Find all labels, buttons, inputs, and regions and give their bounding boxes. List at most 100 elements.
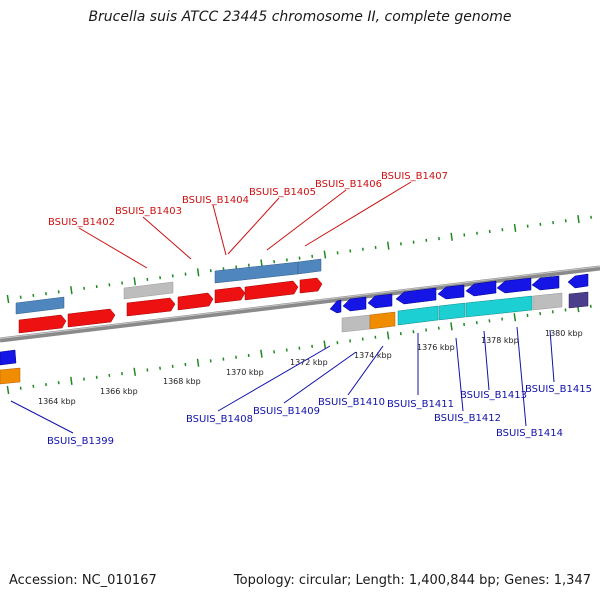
scale-tick [32,293,35,298]
scale-tick [6,385,10,395]
callout-line [266,189,347,251]
kbp-label: 1366 kbp [100,387,138,396]
feature-gray[interactable] [341,314,371,333]
scale-tick [235,355,238,359]
scale-tick [159,366,162,370]
kbp-label: 1378 kbp [481,336,519,345]
scale-tick [488,319,491,323]
scale-tick [298,256,301,260]
scale-tick [6,294,10,304]
forward-cds-arrow[interactable] [299,277,323,294]
gene-label-forward[interactable]: BSUIS_B1403 [115,206,182,217]
callout-line [227,197,280,255]
callout-line [347,345,384,396]
scale-tick [323,340,327,349]
scale-tick [450,322,453,331]
scale-tick [564,219,567,223]
kbp-label: 1364 kbp [38,397,76,406]
scale-tick [399,242,402,246]
reverse-cds-arrow[interactable] [329,299,342,314]
scale-tick [386,241,390,250]
genome-backbone-highlight [0,266,600,339]
callout-line [212,204,227,256]
reverse-cds-arrow[interactable] [531,275,560,291]
reverse-cds-arrow[interactable] [567,273,589,289]
gene-label-forward[interactable]: BSUIS_B1402 [48,217,115,228]
gene-label-reverse[interactable]: BSUIS_B1410 [318,397,385,408]
scale-tick [247,263,250,267]
scale-tick [133,367,137,376]
feature-steelblue[interactable] [214,261,299,284]
gene-label-forward[interactable]: BSUIS_B1407 [381,171,448,182]
scale-tick [260,349,263,358]
callout-line [516,326,527,427]
gene-label-forward[interactable]: BSUIS_B1406 [315,179,382,190]
scale-tick [32,384,35,388]
scale-tick [83,286,86,290]
forward-cds-arrow[interactable] [67,308,116,328]
feature-cyan[interactable] [438,302,466,321]
reverse-feature-ring [0,291,589,385]
scale-tick [513,313,517,322]
gene-label-reverse[interactable]: BSUIS_B1414 [496,428,563,439]
reverse-cds-ring [0,273,589,366]
reverse-cds-arrow[interactable] [465,280,497,297]
reverse-cds-arrow[interactable] [437,284,465,300]
gene-label-reverse[interactable]: BSUIS_B1412 [434,413,501,424]
feature-purple[interactable] [568,291,589,309]
callout-line [455,337,464,412]
gene-label-reverse[interactable]: BSUIS_B1415 [525,384,592,395]
kbp-label: 1376 kbp [417,343,455,352]
feature-gray[interactable] [532,292,563,311]
gene-label-reverse[interactable]: BSUIS_B1413 [460,390,527,401]
genome-backbone [0,265,600,343]
scale-tick [108,373,111,378]
gene-label-reverse[interactable]: BSUIS_B1409 [253,406,320,417]
scale-tick [450,232,453,241]
forward-cds-arrow[interactable] [244,280,299,301]
forward-cds-arrow[interactable] [18,314,67,334]
forward-cds-arrow[interactable] [177,292,214,311]
reverse-cds-arrow[interactable] [0,349,17,366]
reverse-cds-arrow[interactable] [367,293,393,309]
reverse-cds-arrow[interactable] [496,277,532,294]
feature-steelblue[interactable] [297,258,322,275]
kbp-scale: 1364 kbp 1366 kbp 1368 kbp 1370 kbp 1372… [38,329,583,406]
gene-label-forward[interactable]: BSUIS_B1405 [249,187,316,198]
feature-gray[interactable] [123,281,174,300]
callout-line [78,227,148,269]
forward-callout-lines [78,181,412,269]
reverse-gene-labels: BSUIS_B1399 BSUIS_B1408 BSUIS_B1409 BSUI… [47,384,592,447]
scale-tick [196,358,200,367]
callout-line [217,345,331,412]
kbp-label: 1374 kbp [354,351,392,360]
reverse-callout-lines [10,326,555,434]
accession-text: Accession: NC_010167 [9,573,157,588]
feature-orange[interactable] [0,367,21,385]
kbp-label: 1368 kbp [163,377,201,386]
gene-label-forward[interactable]: BSUIS_B1404 [182,195,249,206]
reverse-cds-arrow[interactable] [342,296,367,312]
forward-cds-arrow[interactable] [126,297,176,317]
scale-tick [412,330,415,334]
feature-orange[interactable] [369,311,396,330]
gene-label-reverse[interactable]: BSUIS_B1408 [186,414,253,425]
kbp-label: 1370 kbp [226,368,264,377]
callout-line [304,181,412,247]
feature-cyan[interactable] [465,295,533,318]
kbp-label: 1372 kbp [290,358,328,367]
scale-tick [349,249,352,253]
feature-steelblue[interactable] [15,296,65,315]
gene-label-reverse[interactable]: BSUIS_B1399 [47,436,114,447]
scale-tick [70,286,73,295]
callout-line [283,351,357,404]
forward-cds-ring [18,277,323,334]
feature-cyan[interactable] [397,305,439,326]
topology-text: Topology: circular; Length: 1,400,844 bp… [233,573,591,588]
gene-label-reverse[interactable]: BSUIS_B1411 [387,399,454,410]
reverse-cds-arrow[interactable] [395,287,437,305]
scale-tick [323,250,327,259]
forward-cds-arrow[interactable] [214,286,246,304]
